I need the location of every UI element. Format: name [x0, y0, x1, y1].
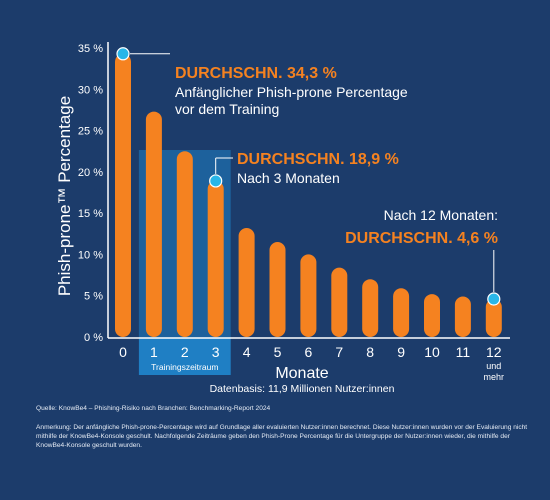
x-tick-sublabel: mehr: [484, 372, 505, 382]
x-tick-label: 12: [486, 344, 502, 360]
x-tick-label: 9: [397, 344, 405, 360]
bar: [454, 296, 471, 337]
x-tick-label: 7: [335, 344, 343, 360]
x-tick-label: 2: [181, 344, 189, 360]
bar: [424, 294, 440, 337]
methodology-note: Anmerkung: Der anfängliche Phish-prone-P…: [36, 424, 528, 449]
x-tick-label: 8: [366, 344, 374, 360]
data-marker: [487, 292, 501, 306]
bar: [393, 288, 410, 337]
data-marker: [209, 174, 223, 188]
annotation-text: vor dem Training: [175, 101, 279, 117]
bar: [176, 151, 193, 337]
x-tick-label: 4: [243, 344, 251, 360]
y-tick-label: 0 %: [84, 332, 103, 344]
y-tick-label: 20 %: [78, 167, 103, 179]
y-tick-label: 25 %: [78, 126, 103, 138]
training-band-label-bg: [138, 338, 231, 375]
bar: [115, 53, 131, 337]
annotation-text: Anfänglicher Phish-prone Percentage: [175, 84, 408, 100]
annotation-text: Nach 12 Monaten:: [384, 207, 498, 223]
source-note: Quelle: KnowBe4 – Phishing-Risiko nach B…: [36, 405, 271, 412]
y-tick-label: 10 %: [78, 249, 103, 261]
bar: [269, 242, 286, 337]
bar: [207, 180, 224, 337]
x-tick-label: 3: [212, 344, 220, 360]
x-tick-label: 5: [274, 344, 282, 360]
y-tick-label: 30 %: [78, 84, 103, 96]
annotation-title: DURCHSCHN. 18,9 %: [237, 151, 399, 168]
training-band-label: Trainingszeitraum: [151, 362, 218, 372]
data-marker: [116, 47, 130, 61]
x-tick-label: 0: [119, 344, 127, 360]
annotation-text: Nach 3 Monaten: [237, 170, 340, 186]
data-basis-note: Datenbasis: 11,9 Millionen Nutzer:innen: [210, 383, 395, 395]
x-axis-title: Monate: [275, 365, 328, 382]
bar: [331, 267, 348, 337]
bar: [238, 228, 255, 337]
x-tick-sublabel: und: [486, 361, 501, 371]
y-tick-label: 35 %: [78, 43, 103, 55]
bar: [362, 279, 379, 337]
y-tick-label: 5 %: [84, 291, 103, 303]
x-tick-label: 1: [150, 344, 158, 360]
x-tick-label: 11: [456, 344, 471, 360]
bar: [145, 111, 162, 337]
bar: [485, 299, 502, 337]
x-tick-label: 10: [424, 344, 440, 360]
x-tick-label: 6: [305, 344, 313, 360]
y-tick-label: 15 %: [78, 208, 103, 220]
annotation-title: DURCHSCHN. 34,3 %: [175, 65, 337, 82]
bar: [300, 254, 317, 337]
y-axis-title: Phish-prone™ Percentage: [55, 96, 74, 296]
annotation-title: DURCHSCHN. 4,6 %: [345, 230, 498, 247]
